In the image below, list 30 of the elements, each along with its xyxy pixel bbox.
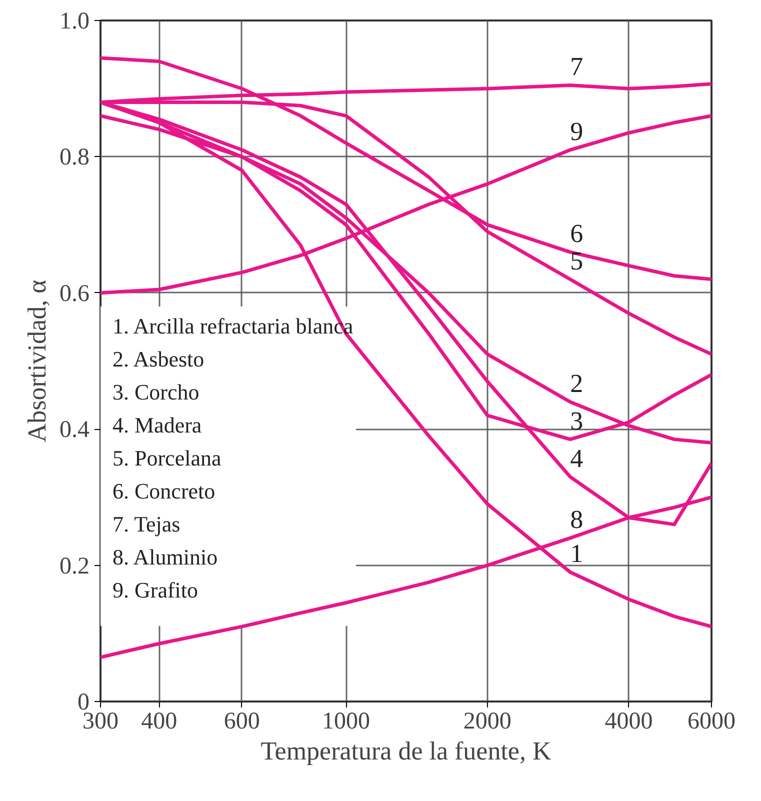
annotation: 8. Aluminio	[112, 544, 218, 570]
series-label: 7	[570, 52, 584, 82]
series-label: 4	[570, 444, 584, 473]
y-tick-label: 1.0	[60, 8, 90, 34]
x-tick-label: 1000	[322, 708, 370, 734]
annotation: 3. Corcho	[112, 379, 200, 404]
annotation: 2. Asbesto	[112, 346, 204, 372]
x-tick-label: 6000	[688, 708, 736, 734]
y-tick-label: 0.4	[60, 417, 90, 444]
annotation: 9. Grafito	[112, 577, 198, 602]
series-label: 1	[570, 539, 584, 568]
x-tick-label: 400	[141, 708, 178, 734]
annotation: 5. Porcelana	[112, 445, 222, 470]
series-label: 2	[570, 368, 584, 398]
x-axis-title: Temperatura de la fuente, K	[260, 736, 552, 766]
annotation: 6. Concreto	[112, 478, 216, 504]
x-tick-label: 600	[224, 708, 260, 734]
x-tick-label: 2000	[463, 708, 512, 734]
y-tick-label: 0.8	[60, 144, 90, 171]
y-axis-title: Absortividad, α	[22, 279, 52, 442]
series-label: 5	[570, 246, 584, 276]
series-label: 8	[570, 505, 584, 534]
annotation: 4. Madera	[112, 412, 202, 438]
annotation: 7. Tejas	[112, 511, 180, 536]
series-label: 9	[570, 116, 584, 146]
x-tick-label: 4000	[604, 708, 653, 734]
series-label: 6	[570, 219, 584, 248]
series-label: 3	[570, 406, 584, 436]
y-tick-label: 0.6	[60, 280, 90, 307]
y-tick-label: 0.2	[60, 553, 90, 580]
